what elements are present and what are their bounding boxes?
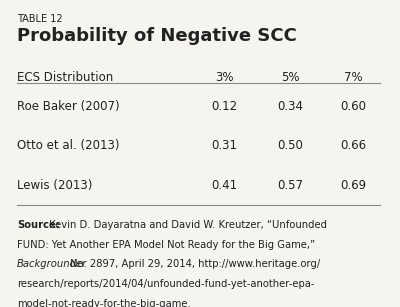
Text: Backgrounder: Backgrounder (17, 259, 87, 270)
Text: 0.69: 0.69 (340, 179, 366, 192)
Text: Otto et al. (2013): Otto et al. (2013) (17, 139, 120, 153)
Text: Probability of Negative SCC: Probability of Negative SCC (17, 27, 297, 45)
Text: TABLE 12: TABLE 12 (17, 14, 63, 24)
Text: 7%: 7% (344, 71, 362, 84)
Text: FUND: Yet Another EPA Model Not Ready for the Big Game,”: FUND: Yet Another EPA Model Not Ready fo… (17, 240, 315, 250)
Text: 0.12: 0.12 (211, 100, 237, 113)
Text: 0.57: 0.57 (278, 179, 304, 192)
Text: 3%: 3% (215, 71, 233, 84)
Text: ECS Distribution: ECS Distribution (17, 71, 113, 84)
Text: 0.41: 0.41 (211, 179, 237, 192)
Text: 0.66: 0.66 (340, 139, 366, 153)
Text: Kevin D. Dayaratna and David W. Kreutzer, “Unfounded: Kevin D. Dayaratna and David W. Kreutzer… (46, 220, 327, 230)
Text: 0.60: 0.60 (340, 100, 366, 113)
Text: Source:: Source: (17, 220, 60, 230)
Text: 0.34: 0.34 (278, 100, 304, 113)
Text: Roe Baker (2007): Roe Baker (2007) (17, 100, 120, 113)
Text: model-not-ready-for-the-big-game.: model-not-ready-for-the-big-game. (17, 299, 191, 307)
Text: No. 2897, April 29, 2014, http://www.heritage.org/: No. 2897, April 29, 2014, http://www.her… (67, 259, 320, 270)
Text: 0.31: 0.31 (211, 139, 237, 153)
Text: Lewis (2013): Lewis (2013) (17, 179, 92, 192)
Text: 5%: 5% (281, 71, 300, 84)
Text: 0.50: 0.50 (278, 139, 304, 153)
Text: research/reports/2014/04/unfounded-fund-yet-another-epa-: research/reports/2014/04/unfounded-fund-… (17, 279, 314, 289)
